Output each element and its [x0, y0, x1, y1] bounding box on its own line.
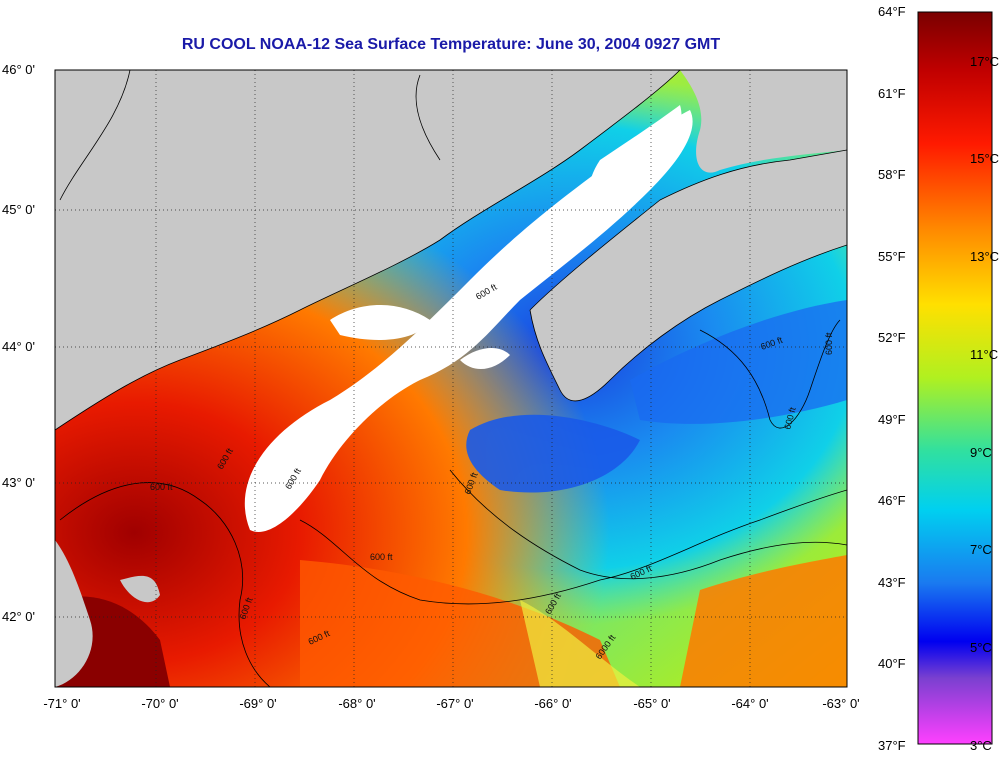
colorbar-f-label: 43°F — [878, 575, 906, 590]
land-nova-scotia — [530, 150, 847, 401]
lat-label: 46° 0' — [2, 62, 35, 77]
cloud-region — [244, 110, 693, 532]
lat-label: 42° 0' — [2, 609, 35, 624]
contour-label: 600 ft — [150, 482, 173, 492]
colorbar-f-label: 64°F — [878, 4, 906, 19]
colorbar-c-label: 3°C — [970, 738, 992, 753]
lon-label: -64° 0' — [731, 696, 769, 711]
colorbar-c-label: 15°C — [970, 151, 1000, 166]
lon-label: -66° 0' — [534, 696, 572, 711]
map-area: 600 ft 600 ft 600 ft 600 ft 600 ft 600 f… — [55, 70, 847, 687]
contour-label: 600 ft — [824, 332, 834, 355]
lon-label: -70° 0' — [141, 696, 179, 711]
colorbar-f-label: 46°F — [878, 493, 906, 508]
lat-label: 44° 0' — [2, 339, 35, 354]
land-maine — [55, 70, 680, 430]
land-new-brunswick — [680, 70, 847, 173]
lon-label: -65° 0' — [633, 696, 671, 711]
lon-label: -69° 0' — [239, 696, 277, 711]
colorbar-f-label: 52°F — [878, 330, 906, 345]
lon-label: -71° 0' — [43, 696, 81, 711]
lon-label: -67° 0' — [436, 696, 474, 711]
contour-label: 600 ft — [370, 552, 393, 562]
colorbar-f-label: 49°F — [878, 412, 906, 427]
map-title: RU COOL NOAA-12 Sea Surface Temperature:… — [181, 36, 721, 53]
graticule — [55, 70, 847, 687]
land-cape-cod — [55, 540, 93, 687]
colorbar-c-label: 7°C — [970, 542, 992, 557]
lat-label: 45° 0' — [2, 202, 35, 217]
colorbar-c-label: 5°C — [970, 640, 992, 655]
colorbar-c-label: 9°C — [970, 445, 992, 460]
colorbar-c-label: 13°C — [970, 249, 1000, 264]
colorbar-f-label: 40°F — [878, 656, 906, 671]
lon-label: -68° 0' — [338, 696, 376, 711]
colorbar-c-label: 11°C — [970, 347, 999, 362]
colorbar-f-label: 61°F — [878, 86, 906, 101]
colorbar — [917, 11, 993, 745]
lat-label: 43° 0' — [2, 475, 35, 490]
colorbar-f-label: 37°F — [878, 738, 906, 753]
colorbar-f-label: 55°F — [878, 249, 906, 264]
colorbar-c-label: 17°C — [970, 54, 1000, 69]
colorbar-f-label: 58°F — [878, 167, 906, 182]
lon-label: -63° 0' — [822, 696, 860, 711]
